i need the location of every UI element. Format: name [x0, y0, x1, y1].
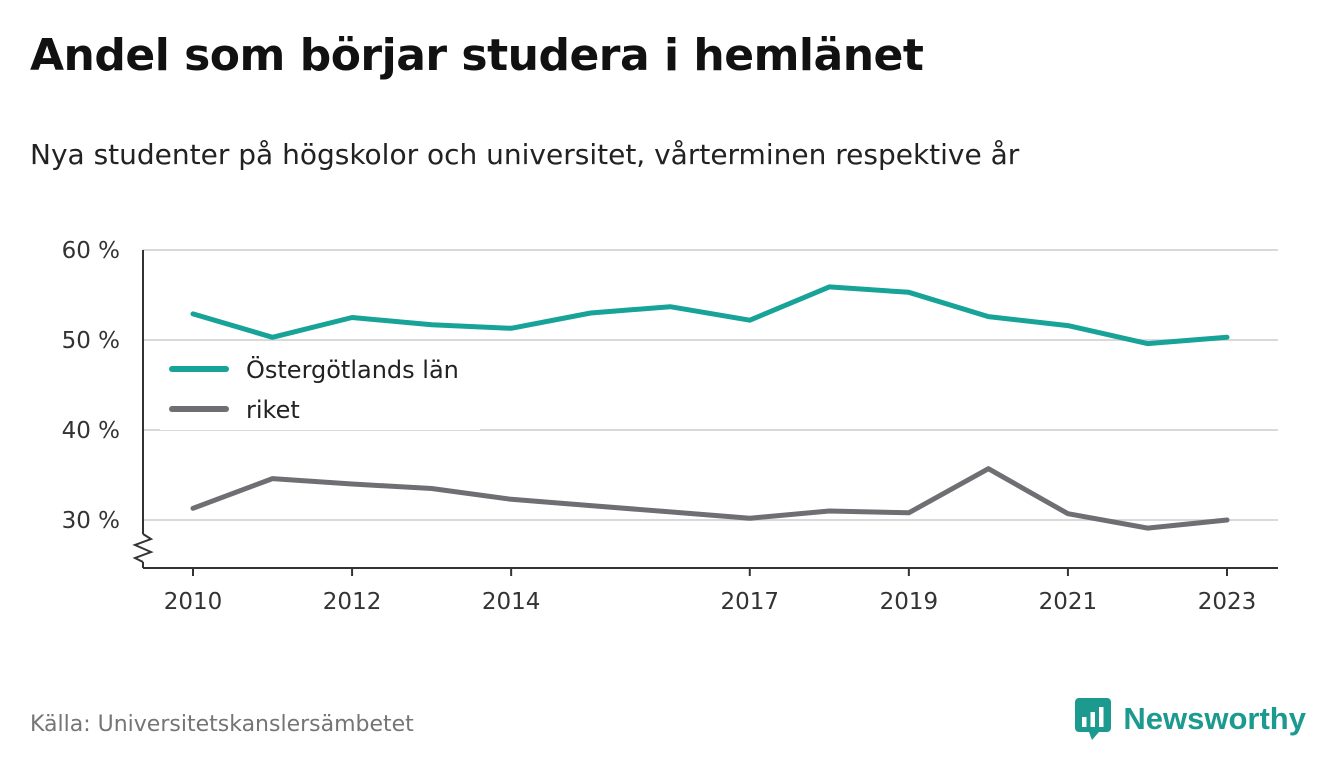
chart-title: Andel som börjar studera i hemlänet	[30, 30, 924, 81]
x-tick-label: 2023	[1198, 589, 1257, 615]
x-tick-label: 2021	[1039, 589, 1098, 615]
y-tick-label: 30 %	[62, 508, 120, 534]
axes: 30 % 40 % 50 % 60 % 2010 2012 2014 2017 2019 2021…	[62, 238, 1278, 615]
x-tick-label: 2017	[720, 589, 779, 615]
newsworthy-logo-icon	[1075, 698, 1112, 740]
x-tick-label: 2012	[323, 589, 382, 615]
line-chart: 30 % 40 % 50 % 60 % 2010 2012 2014 2017 2019 2021…	[62, 238, 1278, 615]
brand-name: Newsworthy	[1123, 701, 1306, 736]
chart-subtitle: Nya studenter på högskolor och universit…	[30, 138, 1020, 171]
x-tick-label: 2010	[164, 589, 223, 615]
y-tick-label: 50 %	[62, 328, 120, 354]
x-tick-label: 2019	[880, 589, 939, 615]
y-tick-label: 60 %	[62, 238, 120, 264]
brand-logo: Newsworthy	[1075, 698, 1306, 740]
legend-label: riket	[246, 396, 300, 424]
legend-label: Östergötlands län	[246, 355, 459, 384]
source-note: Källa: Universitetskanslersämbetet	[30, 712, 414, 737]
legend: Östergötlands län riket	[160, 348, 480, 430]
series-lines	[190, 284, 1230, 531]
y-tick-label: 40 %	[62, 418, 120, 444]
x-tick-label: 2014	[482, 589, 541, 615]
axis-break-mark	[132, 533, 154, 563]
series-line-riket	[190, 466, 1230, 531]
series-line-ostergotland	[190, 284, 1230, 347]
legend-background	[160, 348, 480, 430]
